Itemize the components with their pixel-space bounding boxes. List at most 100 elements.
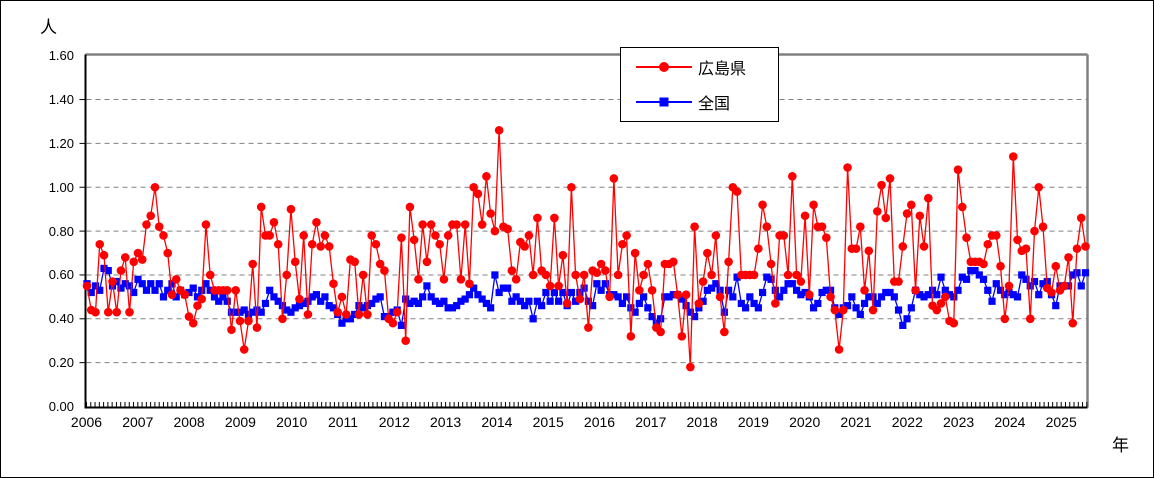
data-point-national xyxy=(130,288,138,297)
data-point-hiroshima xyxy=(698,277,708,286)
data-point-hiroshima xyxy=(486,209,495,218)
data-point-hiroshima xyxy=(146,211,156,221)
data-point-national xyxy=(580,284,588,292)
data-point-hiroshima xyxy=(239,345,249,354)
data-point-hiroshima xyxy=(783,270,793,280)
data-point-national xyxy=(499,284,507,292)
data-point-national xyxy=(151,286,159,294)
data-point-national xyxy=(91,282,100,290)
data-point-national xyxy=(958,273,966,281)
data-point-national xyxy=(495,288,503,297)
data-point-hiroshima xyxy=(732,187,742,196)
data-point-national xyxy=(419,293,427,301)
data-point-hiroshima xyxy=(1008,152,1018,161)
data-point-national xyxy=(614,293,622,301)
data-point-national xyxy=(538,302,546,310)
data-point-national xyxy=(873,299,881,308)
data-point-national xyxy=(1022,275,1030,283)
data-point-hiroshima xyxy=(822,233,831,242)
data-point-hiroshima xyxy=(401,336,410,346)
data-point-national xyxy=(414,299,423,308)
data-point-national xyxy=(788,280,796,288)
data-point-national xyxy=(814,299,822,308)
data-point-national xyxy=(368,299,376,308)
data-point-national xyxy=(865,293,873,301)
data-point-hiroshima xyxy=(1013,235,1022,245)
data-point-national xyxy=(164,286,172,294)
data-point-national xyxy=(648,313,656,321)
x-tick-label: 2008 xyxy=(173,414,205,430)
data-point-hiroshima xyxy=(690,222,699,232)
data-point-national xyxy=(202,280,210,288)
data-point-hiroshima xyxy=(864,246,874,256)
data-point-national xyxy=(508,297,516,305)
y-tick-label: 1.40 xyxy=(48,92,74,108)
data-point-hiroshima xyxy=(630,248,640,258)
data-point-hiroshima xyxy=(894,277,903,286)
data-point-hiroshima xyxy=(154,222,164,232)
data-point-national xyxy=(359,304,367,312)
x-tick-label: 2020 xyxy=(789,414,821,430)
data-point-national xyxy=(699,297,707,305)
data-point-national xyxy=(984,286,992,294)
data-point-national xyxy=(962,275,971,283)
data-point-national xyxy=(733,273,741,281)
data-point-hiroshima xyxy=(923,193,933,203)
data-point-hiroshima xyxy=(299,231,308,240)
red-circle-line-icon xyxy=(636,62,692,73)
data-point-hiroshima xyxy=(452,220,461,229)
data-point-hiroshima xyxy=(579,270,589,280)
data-point-national xyxy=(257,308,265,316)
data-point-hiroshima xyxy=(1047,288,1056,297)
data-point-national xyxy=(1052,302,1060,310)
data-point-hiroshima xyxy=(817,222,827,232)
data-point-national xyxy=(559,288,567,297)
data-point-hiroshima xyxy=(265,231,275,240)
data-point-national xyxy=(376,293,384,301)
data-point-national xyxy=(291,304,299,312)
data-point-hiroshima xyxy=(715,292,725,302)
data-point-national xyxy=(338,319,346,327)
data-point-hiroshima xyxy=(703,248,712,258)
data-point-hiroshima xyxy=(1004,281,1014,291)
data-point-national xyxy=(818,288,826,297)
data-point-national xyxy=(448,304,457,312)
data-point-hiroshima xyxy=(647,285,657,295)
data-point-hiroshima xyxy=(222,285,232,295)
data-point-national xyxy=(627,304,635,312)
data-point-national xyxy=(155,280,163,288)
data-point-hiroshima xyxy=(380,266,389,275)
data-point-national xyxy=(894,306,903,314)
data-point-national xyxy=(750,299,758,308)
data-point-hiroshima xyxy=(906,200,916,210)
data-point-hiroshima xyxy=(333,307,342,317)
data-point-national xyxy=(516,297,524,305)
data-point-national xyxy=(945,291,954,299)
data-point-hiroshima xyxy=(116,266,126,275)
data-point-hiroshima xyxy=(426,220,436,229)
data-point-national xyxy=(287,308,295,316)
data-point-hiroshima xyxy=(962,233,971,242)
data-point-hiroshima xyxy=(477,220,487,229)
data-point-national xyxy=(295,302,304,310)
data-point-national xyxy=(355,302,363,310)
data-point-national xyxy=(270,293,278,301)
data-point-national xyxy=(159,293,168,301)
data-point-national xyxy=(117,284,125,292)
data-point-national xyxy=(427,293,435,301)
data-point-hiroshima xyxy=(609,174,619,183)
data-point-national xyxy=(635,299,643,308)
data-point-national xyxy=(610,291,618,299)
data-point-national xyxy=(746,293,754,301)
data-point-national xyxy=(937,273,945,281)
data-point-hiroshima xyxy=(503,224,512,234)
data-point-national xyxy=(741,304,750,312)
data-point-national xyxy=(253,306,261,314)
data-point-hiroshima xyxy=(771,299,780,308)
data-point-national xyxy=(899,321,907,329)
data-point-national xyxy=(266,286,274,294)
data-point-hiroshima xyxy=(469,182,478,192)
data-point-national xyxy=(240,306,248,314)
data-point-national xyxy=(134,275,142,283)
